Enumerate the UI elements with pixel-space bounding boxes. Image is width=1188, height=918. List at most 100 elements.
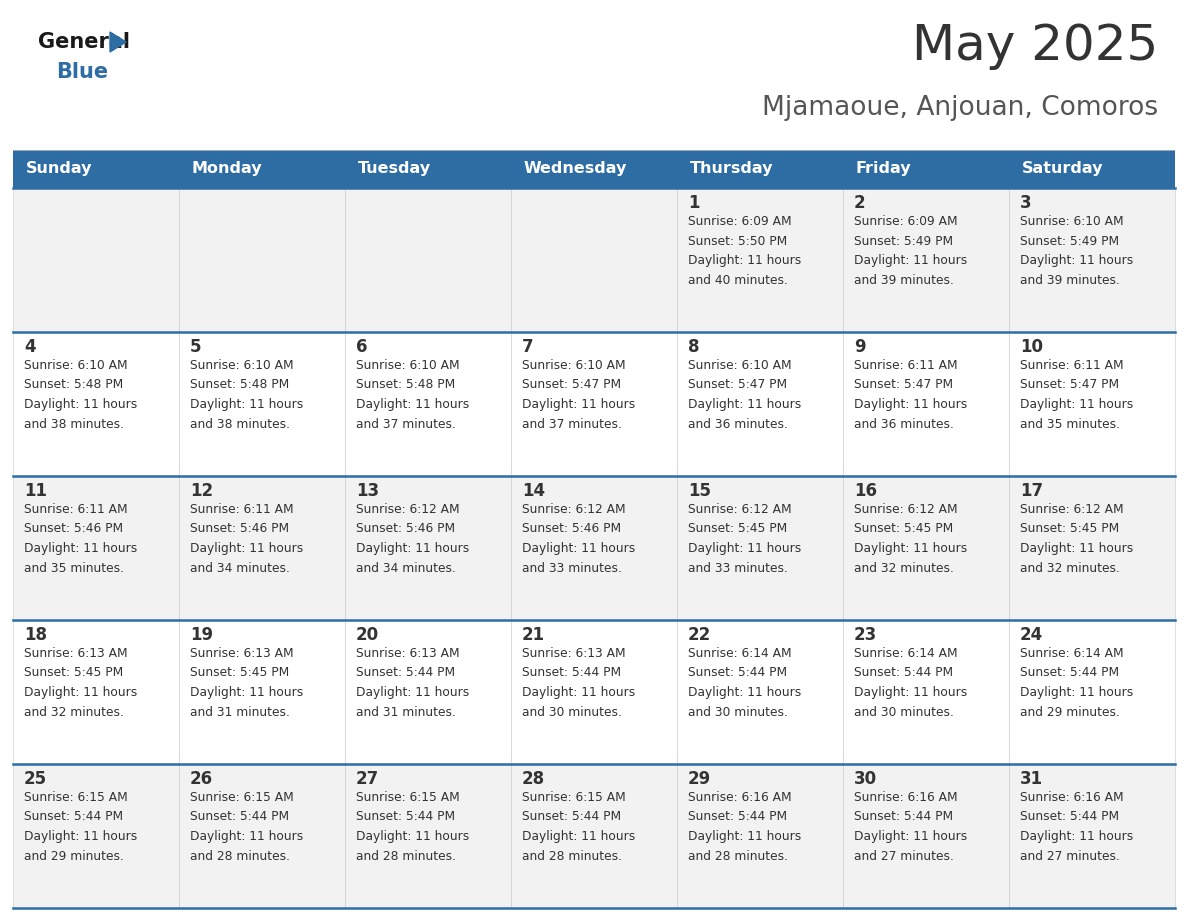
Text: Sunset: 5:44 PM: Sunset: 5:44 PM [1020,811,1119,823]
Text: and 30 minutes.: and 30 minutes. [522,706,621,719]
Text: Sunrise: 6:09 AM: Sunrise: 6:09 AM [854,215,958,228]
Text: Sunset: 5:50 PM: Sunset: 5:50 PM [688,234,788,248]
Text: 14: 14 [522,482,545,499]
Text: Sunrise: 6:11 AM: Sunrise: 6:11 AM [190,503,293,516]
Text: 31: 31 [1020,769,1043,788]
Text: 22: 22 [688,625,712,644]
Text: and 27 minutes.: and 27 minutes. [854,849,954,863]
Text: and 35 minutes.: and 35 minutes. [1020,418,1120,431]
Bar [1009,188,1175,332]
Text: Sunrise: 6:13 AM: Sunrise: 6:13 AM [356,647,460,660]
Text: 12: 12 [190,482,213,499]
Text: Daylight: 11 hours: Daylight: 11 hours [688,830,801,843]
Text: Daylight: 11 hours: Daylight: 11 hours [356,830,469,843]
Bar [843,188,1009,332]
Text: Sunset: 5:47 PM: Sunset: 5:47 PM [854,378,953,391]
Text: Sunset: 5:44 PM: Sunset: 5:44 PM [356,666,455,679]
Text: Sunset: 5:44 PM: Sunset: 5:44 PM [1020,666,1119,679]
Text: and 34 minutes.: and 34 minutes. [356,562,456,575]
Text: Sunset: 5:46 PM: Sunset: 5:46 PM [190,522,289,535]
Text: Daylight: 11 hours: Daylight: 11 hours [522,686,636,699]
Bar [1009,150,1175,188]
Bar [677,150,843,188]
Text: Blue: Blue [56,62,108,82]
Text: Daylight: 11 hours: Daylight: 11 hours [1020,686,1133,699]
Text: Daylight: 11 hours: Daylight: 11 hours [190,686,303,699]
Text: Sunset: 5:49 PM: Sunset: 5:49 PM [854,234,953,248]
Text: 28: 28 [522,769,545,788]
Text: Daylight: 11 hours: Daylight: 11 hours [522,830,636,843]
Text: Sunrise: 6:11 AM: Sunrise: 6:11 AM [854,359,958,372]
Text: Daylight: 11 hours: Daylight: 11 hours [1020,542,1133,555]
Text: 17: 17 [1020,482,1043,499]
Text: Sunset: 5:44 PM: Sunset: 5:44 PM [854,811,953,823]
Text: Daylight: 11 hours: Daylight: 11 hours [522,398,636,411]
Bar [1009,332,1175,476]
Text: Monday: Monday [192,162,263,176]
Text: Sunrise: 6:15 AM: Sunrise: 6:15 AM [522,791,626,804]
Text: Saturday: Saturday [1022,162,1104,176]
Bar [677,620,843,764]
Bar [179,764,345,908]
Text: and 32 minutes.: and 32 minutes. [854,562,954,575]
Text: Sunrise: 6:15 AM: Sunrise: 6:15 AM [356,791,460,804]
Text: and 35 minutes.: and 35 minutes. [24,562,124,575]
Bar [677,476,843,620]
Text: 15: 15 [688,482,710,499]
Text: Sunset: 5:45 PM: Sunset: 5:45 PM [854,522,953,535]
Text: Daylight: 11 hours: Daylight: 11 hours [854,830,967,843]
Bar [1009,620,1175,764]
Text: Sunset: 5:44 PM: Sunset: 5:44 PM [854,666,953,679]
Text: Daylight: 11 hours: Daylight: 11 hours [854,542,967,555]
Bar [345,150,511,188]
Bar [843,620,1009,764]
Text: and 37 minutes.: and 37 minutes. [356,418,456,431]
Text: Daylight: 11 hours: Daylight: 11 hours [1020,830,1133,843]
Text: Sunset: 5:48 PM: Sunset: 5:48 PM [24,378,124,391]
Text: Sunrise: 6:11 AM: Sunrise: 6:11 AM [1020,359,1124,372]
Polygon shape [110,32,126,52]
Bar [677,332,843,476]
Text: and 27 minutes.: and 27 minutes. [1020,849,1120,863]
Bar [677,764,843,908]
Text: Sunrise: 6:14 AM: Sunrise: 6:14 AM [854,647,958,660]
Text: and 31 minutes.: and 31 minutes. [190,706,290,719]
Text: Daylight: 11 hours: Daylight: 11 hours [1020,398,1133,411]
Text: and 29 minutes.: and 29 minutes. [1020,706,1120,719]
Text: Daylight: 11 hours: Daylight: 11 hours [522,542,636,555]
Bar [13,150,179,188]
Text: Daylight: 11 hours: Daylight: 11 hours [190,830,303,843]
Text: 8: 8 [688,338,700,355]
Text: Sunrise: 6:10 AM: Sunrise: 6:10 AM [356,359,460,372]
Bar [511,188,677,332]
Text: Sunrise: 6:10 AM: Sunrise: 6:10 AM [24,359,127,372]
Text: Sunrise: 6:14 AM: Sunrise: 6:14 AM [688,647,791,660]
Text: and 37 minutes.: and 37 minutes. [522,418,621,431]
Bar [179,188,345,332]
Text: Sunset: 5:45 PM: Sunset: 5:45 PM [688,522,788,535]
Text: Sunrise: 6:16 AM: Sunrise: 6:16 AM [854,791,958,804]
Text: Sunrise: 6:15 AM: Sunrise: 6:15 AM [190,791,293,804]
Bar [345,764,511,908]
Text: Sunrise: 6:14 AM: Sunrise: 6:14 AM [1020,647,1124,660]
Bar [511,620,677,764]
Text: Sunrise: 6:10 AM: Sunrise: 6:10 AM [1020,215,1124,228]
Bar [511,332,677,476]
Bar [511,764,677,908]
Text: and 28 minutes.: and 28 minutes. [522,849,623,863]
Bar [843,476,1009,620]
Text: and 28 minutes.: and 28 minutes. [356,849,456,863]
Text: and 28 minutes.: and 28 minutes. [190,849,290,863]
Text: Daylight: 11 hours: Daylight: 11 hours [356,686,469,699]
Text: Sunset: 5:47 PM: Sunset: 5:47 PM [522,378,621,391]
Text: Daylight: 11 hours: Daylight: 11 hours [24,542,138,555]
Text: and 40 minutes.: and 40 minutes. [688,274,788,286]
Text: Sunrise: 6:16 AM: Sunrise: 6:16 AM [688,791,791,804]
Bar [13,188,179,332]
Text: and 29 minutes.: and 29 minutes. [24,849,124,863]
Text: 1: 1 [688,194,700,211]
Text: Sunrise: 6:09 AM: Sunrise: 6:09 AM [688,215,791,228]
Text: 18: 18 [24,625,48,644]
Text: Sunset: 5:46 PM: Sunset: 5:46 PM [24,522,124,535]
Text: and 31 minutes.: and 31 minutes. [356,706,456,719]
